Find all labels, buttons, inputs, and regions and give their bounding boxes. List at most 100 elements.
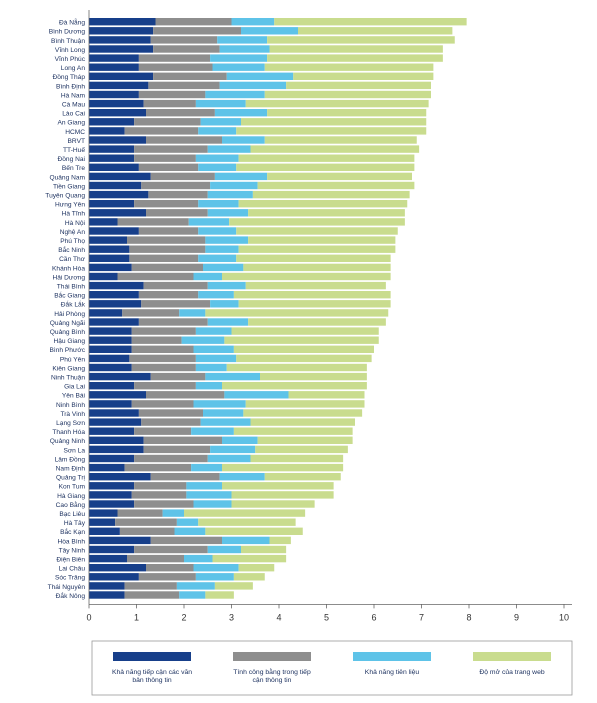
bar-segment-2: [150, 172, 215, 181]
bar-segment-3: [162, 509, 184, 517]
category-label: Kon Tum: [59, 484, 86, 491]
bar-segment-2: [131, 345, 194, 353]
category-label: HCMC: [65, 129, 85, 136]
bar-segment-4: [267, 54, 443, 62]
bar-segment-3: [198, 127, 237, 135]
bar-segment-4: [222, 482, 334, 490]
bar-segment-1: [89, 90, 139, 99]
bar-segment-3: [207, 145, 251, 153]
bar-segment-3: [214, 172, 268, 181]
bar-segment-3: [210, 445, 256, 454]
category-label: Quảng Ninh: [50, 438, 86, 445]
bar-segment-4: [248, 318, 386, 326]
bar-segment-2: [127, 236, 206, 244]
bar-segment-4: [236, 354, 372, 363]
bar-segment-4: [288, 391, 365, 399]
bar-segment-4: [264, 63, 434, 71]
bar-segment-1: [89, 554, 127, 563]
bar-segment-2: [117, 272, 194, 281]
category-label: Hà Tây: [64, 520, 86, 527]
bar-segment-4: [205, 591, 234, 599]
bar-segment-2: [134, 482, 187, 490]
category-label: Vĩnh Phúc: [55, 56, 86, 63]
bar-segment-2: [153, 45, 220, 53]
bar-segment-1: [89, 336, 132, 344]
bar-segment-2: [134, 545, 208, 554]
bar-segment-3: [174, 527, 206, 535]
x-tick-label: 5: [324, 612, 329, 622]
bar-segment-1: [89, 518, 116, 526]
category-label: Hải Dương: [52, 274, 85, 281]
bar-segment-4: [298, 27, 453, 35]
bar-segment-1: [89, 509, 118, 517]
bar-segment-1: [89, 300, 142, 308]
bar-segment-4: [205, 527, 303, 535]
bar-segment-4: [233, 427, 353, 435]
bar-segment-3: [212, 63, 265, 71]
bar-segment-4: [205, 309, 389, 317]
category-label: Hưng Yên: [55, 202, 85, 209]
bar-segment-4: [252, 190, 410, 199]
bar-segment-4: [245, 400, 365, 408]
bar-segment-2: [146, 109, 215, 117]
bar-segment-4: [250, 145, 420, 153]
bar-segment-4: [236, 227, 398, 235]
category-label: Điện Biên: [56, 557, 85, 564]
bar-segment-3: [224, 391, 289, 399]
bar-segment-3: [176, 582, 215, 590]
bar-segment-3: [186, 482, 222, 490]
bar-segment-1: [89, 254, 130, 262]
bar-segment-1: [89, 281, 144, 290]
bars-group: [89, 18, 467, 599]
bar-segment-3: [193, 500, 232, 508]
bar-segment-4: [231, 327, 379, 335]
bar-segment-1: [89, 445, 144, 454]
bar-segment-2: [141, 418, 201, 426]
x-tick-label: 8: [466, 612, 471, 622]
bar-segment-2: [134, 200, 199, 208]
category-label: Cà Mau: [62, 102, 85, 109]
bar-segment-2: [153, 27, 241, 35]
bar-segment-4: [233, 345, 374, 353]
bar-segment-1: [89, 54, 139, 62]
bar-segment-4: [222, 382, 367, 390]
bar-segment-3: [193, 272, 222, 281]
bar-segment-2: [131, 336, 182, 344]
category-label: Hải Phòng: [54, 311, 85, 318]
category-label: Bình Phước: [50, 347, 86, 354]
bar-segment-1: [89, 145, 135, 153]
bar-segment-4: [198, 518, 296, 526]
bar-segment-3: [219, 81, 287, 90]
bar-segment-3: [203, 263, 244, 272]
x-tick-label: 2: [181, 612, 186, 622]
bar-segment-2: [138, 90, 206, 99]
bar-segment-2: [134, 500, 194, 508]
bar-segment-4: [233, 573, 265, 581]
bar-segment-3: [210, 300, 239, 308]
bar-segment-1: [89, 409, 139, 417]
bar-segment-3: [222, 136, 265, 144]
bar-segment-4: [236, 127, 427, 135]
bar-segment-4: [257, 181, 415, 190]
bar-segment-1: [89, 527, 120, 535]
bar-segment-2: [131, 327, 196, 335]
bar-segment-4: [250, 454, 344, 463]
bar-segment-2: [134, 454, 208, 463]
bar-segment-3: [217, 36, 268, 44]
category-label: Lai Châu: [59, 566, 86, 573]
bar-segment-4: [267, 172, 412, 181]
category-label: Cao Bằng: [56, 500, 86, 509]
bar-segment-2: [138, 227, 199, 235]
bar-segment-1: [89, 181, 142, 190]
bar-segment-1: [89, 418, 142, 426]
bar-segment-1: [89, 573, 139, 581]
category-label: Bến Tre: [62, 163, 85, 172]
category-label: Hà Giang: [57, 493, 85, 500]
legend-swatch-3: [353, 652, 431, 661]
bar-segment-4: [264, 90, 431, 99]
x-tick-label: 7: [419, 612, 424, 622]
category-label: Hòa Bình: [58, 538, 86, 545]
bar-segment-4: [238, 564, 275, 572]
bar-segment-4: [269, 45, 443, 53]
